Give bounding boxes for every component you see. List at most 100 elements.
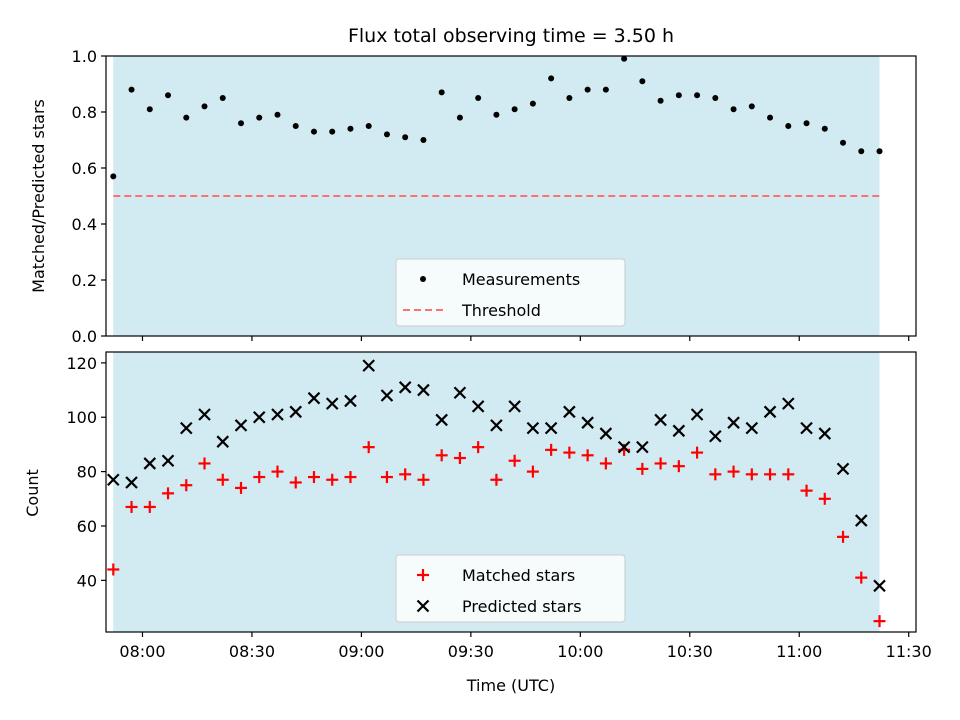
bottom-predicted-stars-point-b <box>125 476 138 489</box>
bottom-legend: Matched stars Predicted stars <box>395 554 626 623</box>
bottom-predicted-stars-point-b <box>709 429 722 443</box>
x-tick-label: 11:30 <box>886 642 932 661</box>
top-measurements-point <box>785 123 792 129</box>
bottom-matched-stars-point <box>307 471 320 484</box>
bottom-predicted-stars-point <box>526 421 540 435</box>
top-measurements-point <box>529 100 536 107</box>
top-measurements-point <box>840 139 847 146</box>
bottom-predicted-stars-point-b <box>234 419 248 432</box>
bottom-axes-frame <box>105 351 917 633</box>
bottom-predicted-stars-point-b <box>745 421 759 435</box>
bottom-matched-stars-point <box>654 457 667 470</box>
bottom-matched-stars-point <box>107 563 120 576</box>
top-measurements-point <box>730 106 737 113</box>
bottom-predicted-stars-point-b <box>873 579 886 593</box>
bottom-predicted-stars-point <box>471 400 485 413</box>
bottom-predicted-stars-point-b <box>599 427 613 440</box>
bottom-y-tick-label: 80 <box>77 463 97 482</box>
top-measurements-point <box>511 106 518 113</box>
bottom-matched-stars-point <box>782 468 795 481</box>
top-ylabel: Matched/Predicted stars <box>29 99 48 293</box>
top-measurements-point <box>675 92 682 99</box>
bottom-y-tick-label: 120 <box>66 354 97 373</box>
bottom-predicted-stars-point <box>417 383 430 397</box>
bottom-matched-stars-point <box>672 460 685 473</box>
bottom-predicted-stars-point-b <box>325 397 339 410</box>
bottom-matched-stars-point <box>162 487 175 500</box>
top-measurements-point <box>694 92 701 99</box>
bottom-matched-stars-point <box>837 530 850 543</box>
x-tick-label: 09:30 <box>448 642 494 661</box>
bottom-predicted-stars-point-b <box>563 405 576 419</box>
bottom-predicted-stars-point <box>617 440 631 454</box>
bottom-predicted-stars-point <box>325 397 339 410</box>
top-legend-measurements-label: Measurements <box>462 270 580 289</box>
top-y-tick-label: 0.8 <box>72 103 97 122</box>
top-y-tick-label: 0.0 <box>72 327 97 346</box>
chart-title: Flux total observing time = 3.50 h <box>348 25 674 47</box>
bottom-matched-stars-point <box>435 449 448 462</box>
bottom-predicted-stars-point-b <box>544 421 558 435</box>
bottom-panel: 40 60 80 100 120 08:00 08:30 09:00 09:30 10:00 10:… <box>66 351 932 661</box>
bottom-predicted-stars-point-b <box>763 405 777 419</box>
bottom-predicted-stars-point <box>179 421 193 435</box>
top-measurements-point <box>493 111 500 118</box>
bottom-matched-stars-point <box>472 441 485 454</box>
bottom-predicted-stars-point-b <box>836 462 850 476</box>
bottom-predicted-stars-point <box>690 408 704 421</box>
bottom-matched-stars-point <box>399 468 412 481</box>
bottom-predicted-stars-point-b <box>508 400 521 413</box>
bottom-matched-stars-point <box>508 454 521 467</box>
top-measurements-point <box>183 114 190 121</box>
bottom-predicted-stars-point <box>125 476 138 489</box>
bottom-matched-stars-point <box>125 500 138 513</box>
bottom-predicted-stars-point-b <box>490 419 503 432</box>
top-measurements-point <box>767 114 774 121</box>
bottom-matched-stars-point <box>818 492 831 505</box>
bottom-predicted-stars-point-b <box>581 416 594 429</box>
bottom-matched-stars-point <box>344 471 357 484</box>
top-measurements-point <box>858 148 865 155</box>
bottom-predicted-stars-point-b <box>453 386 467 400</box>
top-measurements-point <box>748 103 755 110</box>
bottom-predicted-stars-point-b <box>216 435 230 448</box>
bottom-predicted-stars-point <box>435 413 448 427</box>
bottom-predicted-stars-point-b <box>654 413 667 427</box>
bottom-predicted-stars-point-b <box>672 424 686 438</box>
top-measurements-point <box>657 97 664 104</box>
top-measurements-point <box>438 89 445 96</box>
bottom-predicted-stars-point <box>836 462 850 476</box>
bottom-predicted-stars-point-b <box>854 514 868 527</box>
bottom-matched-stars-point <box>289 476 302 489</box>
bottom-matched-stars-point <box>198 457 211 470</box>
bottom-predicted-stars-point-b <box>818 427 832 440</box>
bottom-predicted-stars-point-b <box>289 405 303 419</box>
bottom-predicted-stars-point <box>782 397 795 410</box>
top-measurements-point <box>347 125 354 132</box>
top-measurements-point <box>602 86 609 93</box>
top-measurements-point <box>876 148 883 155</box>
top-measurements-point <box>274 111 281 118</box>
bottom-predicted-stars-point <box>508 400 521 413</box>
bottom-predicted-stars-point <box>544 421 558 435</box>
top-measurements-point <box>402 134 409 141</box>
bottom-predicted-stars-point <box>198 408 211 421</box>
x-tick-label: 08:00 <box>119 642 165 661</box>
bottom-matched-stars-point <box>417 473 430 486</box>
bottom-matched-stars-point <box>235 481 247 494</box>
top-measurements-point <box>456 114 463 121</box>
bottom-matched-stars-point <box>453 452 466 465</box>
bottom-matched-stars-point <box>362 441 375 454</box>
bottom-predicted-stars-point-b <box>727 416 740 429</box>
top-legend-box <box>395 258 626 327</box>
top-measurements-point <box>292 123 299 129</box>
bottom-matched-stars-point <box>545 443 558 456</box>
top-measurements-point <box>365 123 372 129</box>
bottom-predicted-stars-point-b <box>435 413 448 427</box>
bottom-predicted-stars-point <box>745 421 759 435</box>
bottom-matched-stars-point <box>143 500 156 513</box>
top-measurements-point <box>383 131 390 138</box>
bottom-predicted-stars-point <box>581 416 594 429</box>
x-axis-label: Time (UTC) <box>466 676 555 695</box>
